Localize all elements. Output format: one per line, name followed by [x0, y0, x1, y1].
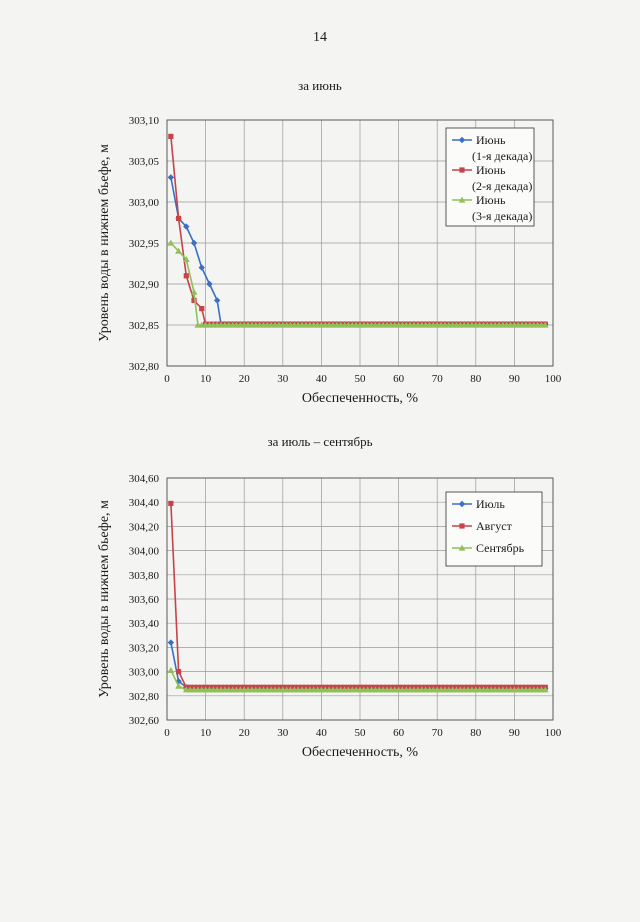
- y-tick-label: 303,40: [129, 618, 160, 630]
- legend: Июль Август Сентябрь: [445, 491, 543, 567]
- y-tick-label: 302,80: [129, 691, 160, 703]
- data-point: [167, 639, 175, 646]
- y-tick-label: 302,60: [129, 715, 160, 727]
- plot-area: [166, 119, 554, 367]
- data-point: [175, 215, 182, 221]
- legend-label: (1-я декада): [472, 149, 532, 163]
- y-axis-label: Уровень воды в нижнем бьефе, м: [97, 500, 112, 698]
- x-tick-label: 10: [200, 727, 212, 739]
- y-tick-label: 303,20: [129, 642, 160, 654]
- legend-marker: [459, 167, 465, 173]
- section-title-july-september: за июль – сентябрь: [267, 434, 373, 449]
- x-tick-label: 70: [432, 727, 444, 739]
- series-line: [170, 642, 546, 690]
- y-tick-label: 304,20: [129, 521, 160, 533]
- x-tick-label: 80: [470, 727, 482, 739]
- data-point: [183, 223, 190, 230]
- x-tick-label: 50: [355, 727, 367, 739]
- x-tick-label: 40: [316, 373, 328, 385]
- data-point: [541, 321, 549, 328]
- data-point: [182, 256, 190, 262]
- legend-marker: [458, 544, 466, 551]
- legend: Июнь(1-я декада)Июнь(2-я декада)Июнь(3-я…: [445, 127, 535, 227]
- data-point: [175, 247, 182, 254]
- data-point: [213, 297, 221, 304]
- legend-item: Август: [452, 519, 513, 533]
- data-point: [168, 133, 174, 139]
- page-number: 14: [313, 30, 327, 45]
- legend-item: Июнь (1-я декада): [452, 133, 532, 163]
- x-tick-label: 70: [432, 373, 444, 385]
- data-point: [175, 682, 182, 689]
- data-point: [541, 686, 549, 693]
- y-tick-label: 302,85: [129, 320, 160, 332]
- y-tick-label: 304,40: [129, 497, 160, 509]
- y-tick-label: 302,80: [129, 361, 160, 373]
- legend-item: Июнь (3-я декада): [452, 193, 532, 223]
- y-tick-label: 303,80: [129, 570, 160, 582]
- x-axis-label: Обеспеченность, %: [302, 391, 418, 406]
- y-axis-label: Уровень воды в нижнем бьефе, м: [97, 144, 112, 342]
- x-axis-label: Обеспеченность, %: [302, 745, 418, 760]
- chart-june: 302,80 302,85 302,90 302,95 303,00 303,05 303,…: [97, 115, 562, 406]
- data-point: [183, 273, 189, 279]
- data-point: [191, 297, 197, 303]
- series-3: [167, 666, 549, 693]
- data-point: [175, 669, 182, 675]
- x-tick-label: 20: [239, 373, 251, 385]
- series-3: [167, 239, 549, 328]
- data-point: [206, 280, 213, 288]
- legend-label: Июнь: [476, 163, 506, 177]
- data-point: [199, 306, 205, 312]
- x-tick-label: 90: [509, 373, 521, 385]
- x-tick-label: 50: [355, 373, 367, 385]
- y-tick-label: 303,60: [129, 594, 160, 606]
- y-tick-label: 303,00: [129, 197, 160, 209]
- y-tick-label: 304,60: [129, 473, 160, 485]
- x-tick-label: 0: [164, 727, 170, 739]
- x-tick-label: 60: [393, 373, 405, 385]
- data-point: [167, 239, 175, 246]
- x-tick-label: 0: [164, 373, 170, 385]
- legend-item: Июнь (2-я декада): [452, 163, 532, 193]
- x-tick-label: 80: [470, 373, 482, 385]
- chart-july-september: 302,60 302,80 303,00 303,20 303,40 303,60 303,…: [97, 473, 562, 760]
- x-tick-label: 100: [545, 727, 562, 739]
- data-point: [198, 264, 205, 271]
- legend-marker: [458, 500, 466, 508]
- legend-box: [445, 127, 535, 227]
- legend-label: Июль: [476, 497, 505, 511]
- plot-area: [166, 477, 554, 721]
- legend-marker: [459, 523, 465, 529]
- x-tick-label: 60: [393, 727, 405, 739]
- legend-marker: [458, 196, 466, 203]
- x-tick-label: 10: [200, 373, 212, 385]
- x-tick-label: 40: [316, 727, 328, 739]
- legend-label: Сентябрь: [476, 541, 525, 555]
- y-tick-label: 304,00: [129, 546, 160, 558]
- data-point: [190, 239, 198, 247]
- y-tick-label: 302,95: [129, 238, 160, 250]
- legend-label: (3-я декада): [472, 209, 532, 223]
- legend-label: Июнь: [476, 133, 506, 147]
- y-tick-label: 303,10: [129, 115, 160, 127]
- data-point: [167, 666, 175, 673]
- x-tick-label: 20: [239, 727, 251, 739]
- y-tick-label: 303,00: [129, 667, 160, 679]
- x-tick-label: 30: [277, 727, 289, 739]
- legend-item: Июль: [452, 497, 505, 511]
- y-tick-label: 303,05: [129, 156, 160, 168]
- legend-item: Сентябрь: [452, 541, 525, 555]
- legend-label: Июнь: [476, 193, 506, 207]
- x-tick-label: 90: [509, 727, 521, 739]
- data-point: [190, 288, 198, 295]
- legend-label: Август: [476, 519, 513, 533]
- legend-label: (2-я декада): [472, 179, 532, 193]
- section-title-june: за июнь: [298, 78, 342, 93]
- x-tick-label: 100: [545, 373, 562, 385]
- data-point: [168, 500, 174, 507]
- data-point: [167, 174, 175, 181]
- y-tick-label: 302,90: [129, 279, 160, 291]
- x-tick-label: 30: [277, 373, 289, 385]
